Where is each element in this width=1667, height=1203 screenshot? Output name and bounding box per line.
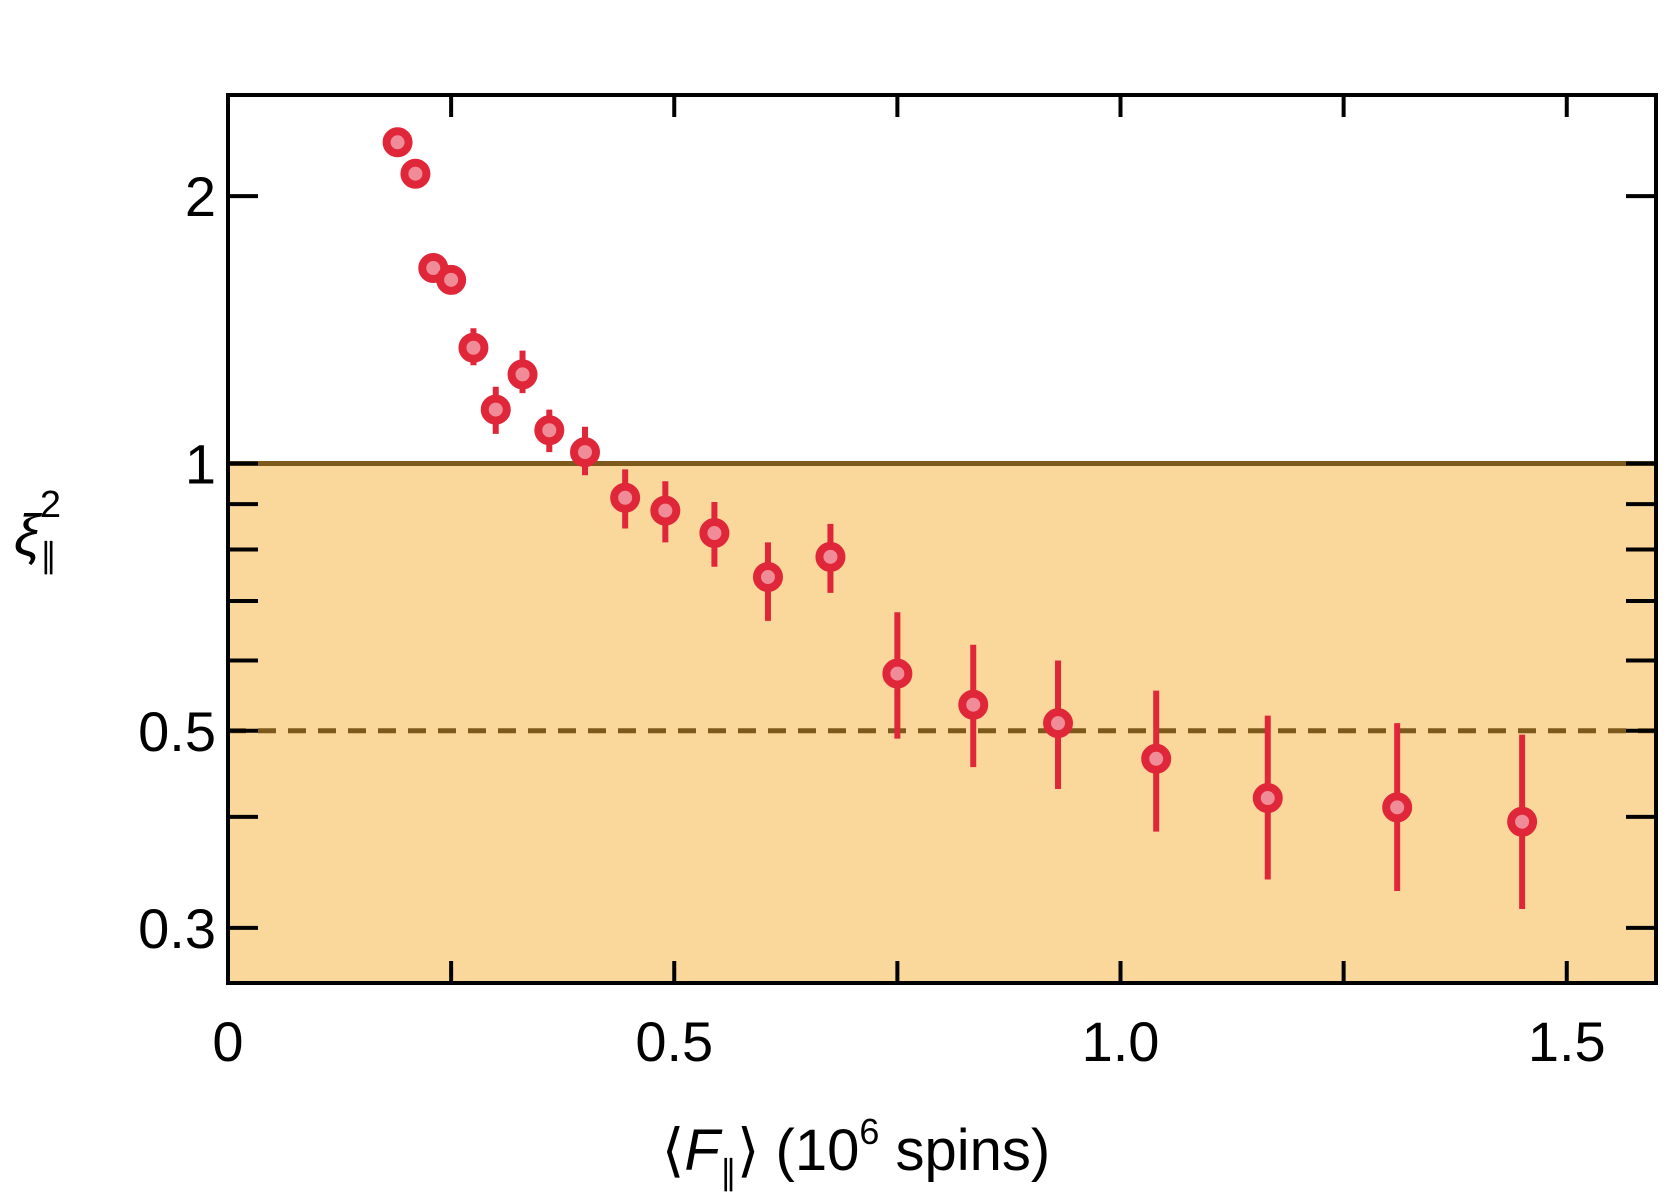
marker — [400, 158, 431, 189]
x-label-end: spins) — [879, 1118, 1050, 1183]
data-point — [882, 612, 913, 739]
y-tick-label: 0.5 — [138, 700, 216, 763]
x-label-suffix: ⟩ (10 — [737, 1118, 860, 1183]
data-point — [436, 264, 467, 295]
marker — [752, 562, 783, 593]
marker — [570, 437, 600, 468]
data-point — [1043, 660, 1074, 789]
data-point — [610, 469, 641, 529]
data-point — [699, 501, 730, 567]
y-tick-label: 1 — [185, 432, 216, 495]
data-point — [752, 542, 783, 621]
marker — [815, 541, 846, 572]
data-point — [1382, 723, 1413, 892]
marker — [382, 127, 413, 158]
x-label-prefix: ⟨ — [662, 1118, 685, 1183]
data-point — [570, 426, 600, 476]
marker — [610, 482, 641, 513]
x-axis-label: ⟨F∥⟩ (106 spins) — [662, 1111, 1051, 1192]
x-tick-label: 1.5 — [1528, 1010, 1606, 1073]
data-point — [534, 409, 565, 453]
data-point — [382, 127, 413, 158]
x-label-sup: 6 — [859, 1111, 879, 1152]
data-point — [480, 386, 511, 434]
data-point — [1252, 715, 1283, 880]
marker — [1507, 806, 1538, 837]
data-point — [400, 158, 431, 189]
y-label-sup: 2 — [40, 484, 61, 526]
axes-frame — [226, 93, 1658, 985]
marker — [436, 264, 467, 295]
axis-ticks: 0 0.5 1.0 1.5 0.3 0.5 1 2 — [138, 95, 1656, 1073]
shaded-region — [228, 463, 1656, 983]
marker — [1252, 783, 1283, 814]
data-points — [382, 127, 1538, 909]
data-point — [650, 481, 681, 543]
y-axis-label: ξ2 ∥ — [14, 484, 61, 575]
marker — [699, 518, 730, 549]
reference-lines — [228, 460, 1656, 734]
x-tick-label: 1.0 — [1082, 1010, 1160, 1073]
x-tick-label: 0.5 — [635, 1010, 713, 1073]
marker — [1382, 792, 1413, 823]
y-tick-label: 2 — [185, 165, 216, 228]
data-point — [507, 350, 538, 394]
x-label-sub: ∥ — [720, 1154, 737, 1192]
marker — [958, 689, 989, 720]
y-label-sub: ∥ — [40, 537, 57, 575]
marker — [534, 415, 565, 446]
marker — [507, 359, 538, 390]
data-point — [1141, 690, 1172, 832]
plot-frame — [226, 93, 1658, 985]
marker — [480, 394, 511, 425]
plot-area — [228, 463, 1656, 983]
x-tick-label: 0 — [212, 1010, 243, 1073]
marker — [882, 658, 913, 689]
marker — [458, 332, 489, 363]
x-label-var: F — [684, 1118, 723, 1183]
data-point — [958, 644, 989, 768]
marker — [1141, 743, 1172, 774]
data-point — [815, 523, 846, 593]
y-tick-label: 0.3 — [138, 897, 216, 960]
data-point — [1507, 734, 1538, 909]
data-point — [458, 328, 489, 366]
marker — [1043, 708, 1074, 739]
marker — [650, 495, 681, 526]
y-label-var: ξ — [14, 503, 43, 568]
